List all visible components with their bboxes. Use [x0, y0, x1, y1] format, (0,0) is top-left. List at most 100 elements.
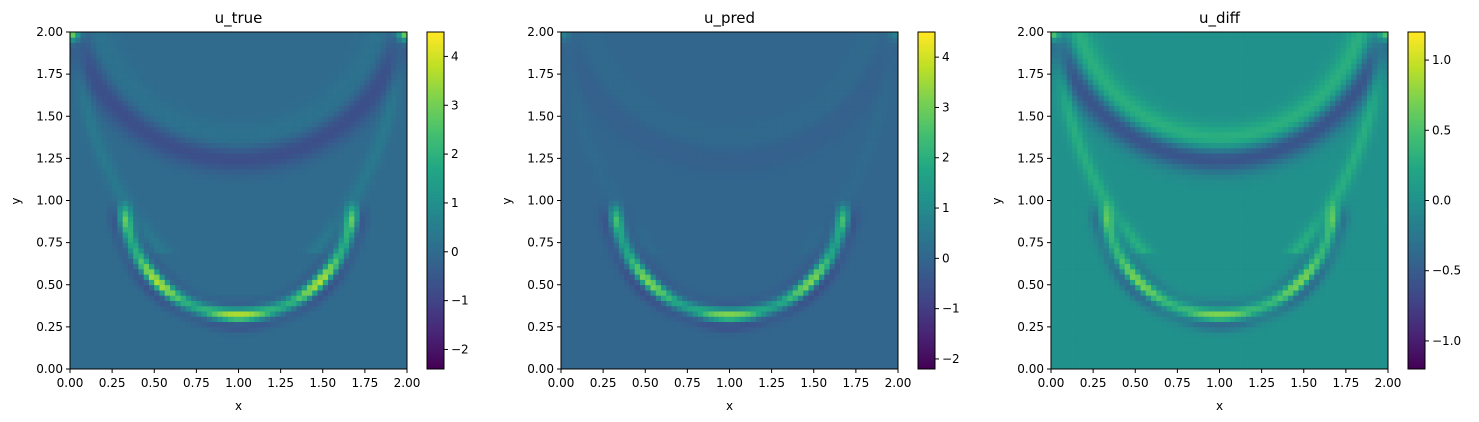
- heatmap-cell: [70, 358, 76, 365]
- heatmap-cell: [322, 216, 329, 222]
- heatmap-cell: [306, 205, 313, 212]
- heatmap-cell: [70, 53, 76, 59]
- heatmap-cell: [291, 126, 297, 133]
- heatmap-cell: [233, 37, 239, 43]
- heatmap-cell: [96, 132, 102, 138]
- heatmap-cell: [264, 332, 271, 338]
- heatmap-cell: [91, 326, 97, 333]
- heatmap-cell: [148, 205, 155, 212]
- heatmap-cell: [254, 295, 260, 301]
- heatmap-cell: [122, 179, 129, 186]
- heatmap-cell: [766, 316, 773, 323]
- heatmap-cell: [343, 105, 350, 112]
- heatmap-cell: [359, 42, 366, 49]
- heatmap-cell: [159, 263, 166, 270]
- heatmap-cell: [592, 358, 599, 365]
- heatmap-cell: [212, 53, 218, 59]
- heatmap-cell: [227, 58, 234, 64]
- colorbar-segment: [427, 234, 444, 238]
- heatmap-cell: [645, 342, 651, 349]
- heatmap-cell: [359, 126, 366, 133]
- heatmap-cell: [222, 326, 229, 333]
- heatmap-cell: [819, 347, 825, 354]
- heatmap-cell: [191, 168, 197, 175]
- heatmap-cell: [391, 42, 397, 49]
- heatmap-cell: [206, 358, 213, 365]
- heatmap-cell: [106, 311, 113, 317]
- heatmap-cell: [122, 300, 129, 307]
- heatmap-cell: [724, 326, 730, 333]
- heatmap-cell: [734, 363, 741, 370]
- heatmap-cell: [385, 247, 392, 254]
- colorbar-segment: [427, 259, 444, 263]
- heatmap-cell: [385, 168, 392, 175]
- colorbar-segment: [427, 270, 444, 275]
- heatmap-cell: [106, 74, 113, 80]
- heatmap-cell: [359, 305, 366, 312]
- heatmap-cell: [349, 226, 355, 233]
- colorbar-segment: [427, 222, 444, 227]
- heatmap-cell: [312, 258, 318, 265]
- heatmap-cell: [328, 142, 334, 149]
- heatmap-cell: [206, 37, 213, 43]
- heatmap-cell: [275, 79, 282, 86]
- heatmap-cell: [148, 221, 155, 228]
- heatmap-cell: [666, 353, 672, 359]
- heatmap-cell: [645, 326, 651, 333]
- heatmap-cell: [96, 211, 102, 217]
- heatmap-cell: [259, 132, 266, 138]
- heatmap-cell: [592, 363, 599, 370]
- heatmap-cell: [592, 353, 599, 359]
- heatmap-cell: [133, 258, 139, 265]
- heatmap-cell: [301, 105, 308, 112]
- heatmap-cell: [349, 274, 355, 280]
- heatmap-cell: [380, 53, 387, 59]
- heatmap-cell: [317, 326, 324, 333]
- heatmap-cell: [285, 116, 292, 122]
- heatmap-cell: [391, 332, 397, 338]
- heatmap-cell: [354, 84, 361, 91]
- heatmap-cell: [655, 332, 662, 338]
- heatmap-cell: [676, 342, 683, 349]
- heatmap-cell: [133, 363, 139, 370]
- heatmap-cell: [138, 42, 145, 49]
- heatmap-cell: [70, 279, 76, 286]
- heatmap-cell: [101, 332, 108, 338]
- heatmap-cell: [676, 337, 683, 344]
- heatmap-cell: [364, 100, 371, 107]
- heatmap-cell: [85, 195, 92, 201]
- heatmap-cell: [222, 163, 229, 170]
- heatmap-cell: [122, 332, 129, 338]
- heatmap-cell: [85, 174, 92, 180]
- heatmap-cell: [312, 84, 318, 91]
- heatmap-cell: [755, 353, 762, 359]
- heatmap-cell: [217, 221, 224, 228]
- heatmap-cell: [154, 132, 160, 138]
- heatmap-cell: [819, 363, 825, 370]
- heatmap-cell: [212, 305, 218, 312]
- heatmap-cell: [375, 53, 382, 59]
- heatmap-cell: [196, 232, 203, 238]
- heatmap-cell: [175, 84, 181, 91]
- heatmap-cell: [227, 321, 234, 328]
- heatmap-cell: [227, 311, 234, 317]
- heatmap-cell: [603, 316, 609, 323]
- heatmap-cell: [117, 105, 124, 112]
- heatmap-cell: [285, 232, 292, 238]
- heatmap-cell: [127, 179, 134, 186]
- heatmap-cell: [196, 332, 203, 338]
- heatmap-cell: [70, 163, 76, 170]
- heatmap-cell: [85, 332, 92, 338]
- heatmap-cell: [148, 95, 155, 101]
- heatmap-cell: [80, 242, 87, 249]
- heatmap-cell: [175, 63, 181, 70]
- heatmap-cell: [217, 58, 224, 64]
- heatmap-cell: [227, 347, 234, 354]
- heatmap-cell: [170, 295, 176, 301]
- heatmap-cell: [576, 353, 583, 359]
- heatmap-cell: [819, 353, 825, 359]
- heatmap-cell: [824, 358, 830, 365]
- heatmap-cell: [576, 321, 583, 328]
- heatmap-cell: [127, 79, 134, 86]
- heatmap-cell: [840, 358, 846, 365]
